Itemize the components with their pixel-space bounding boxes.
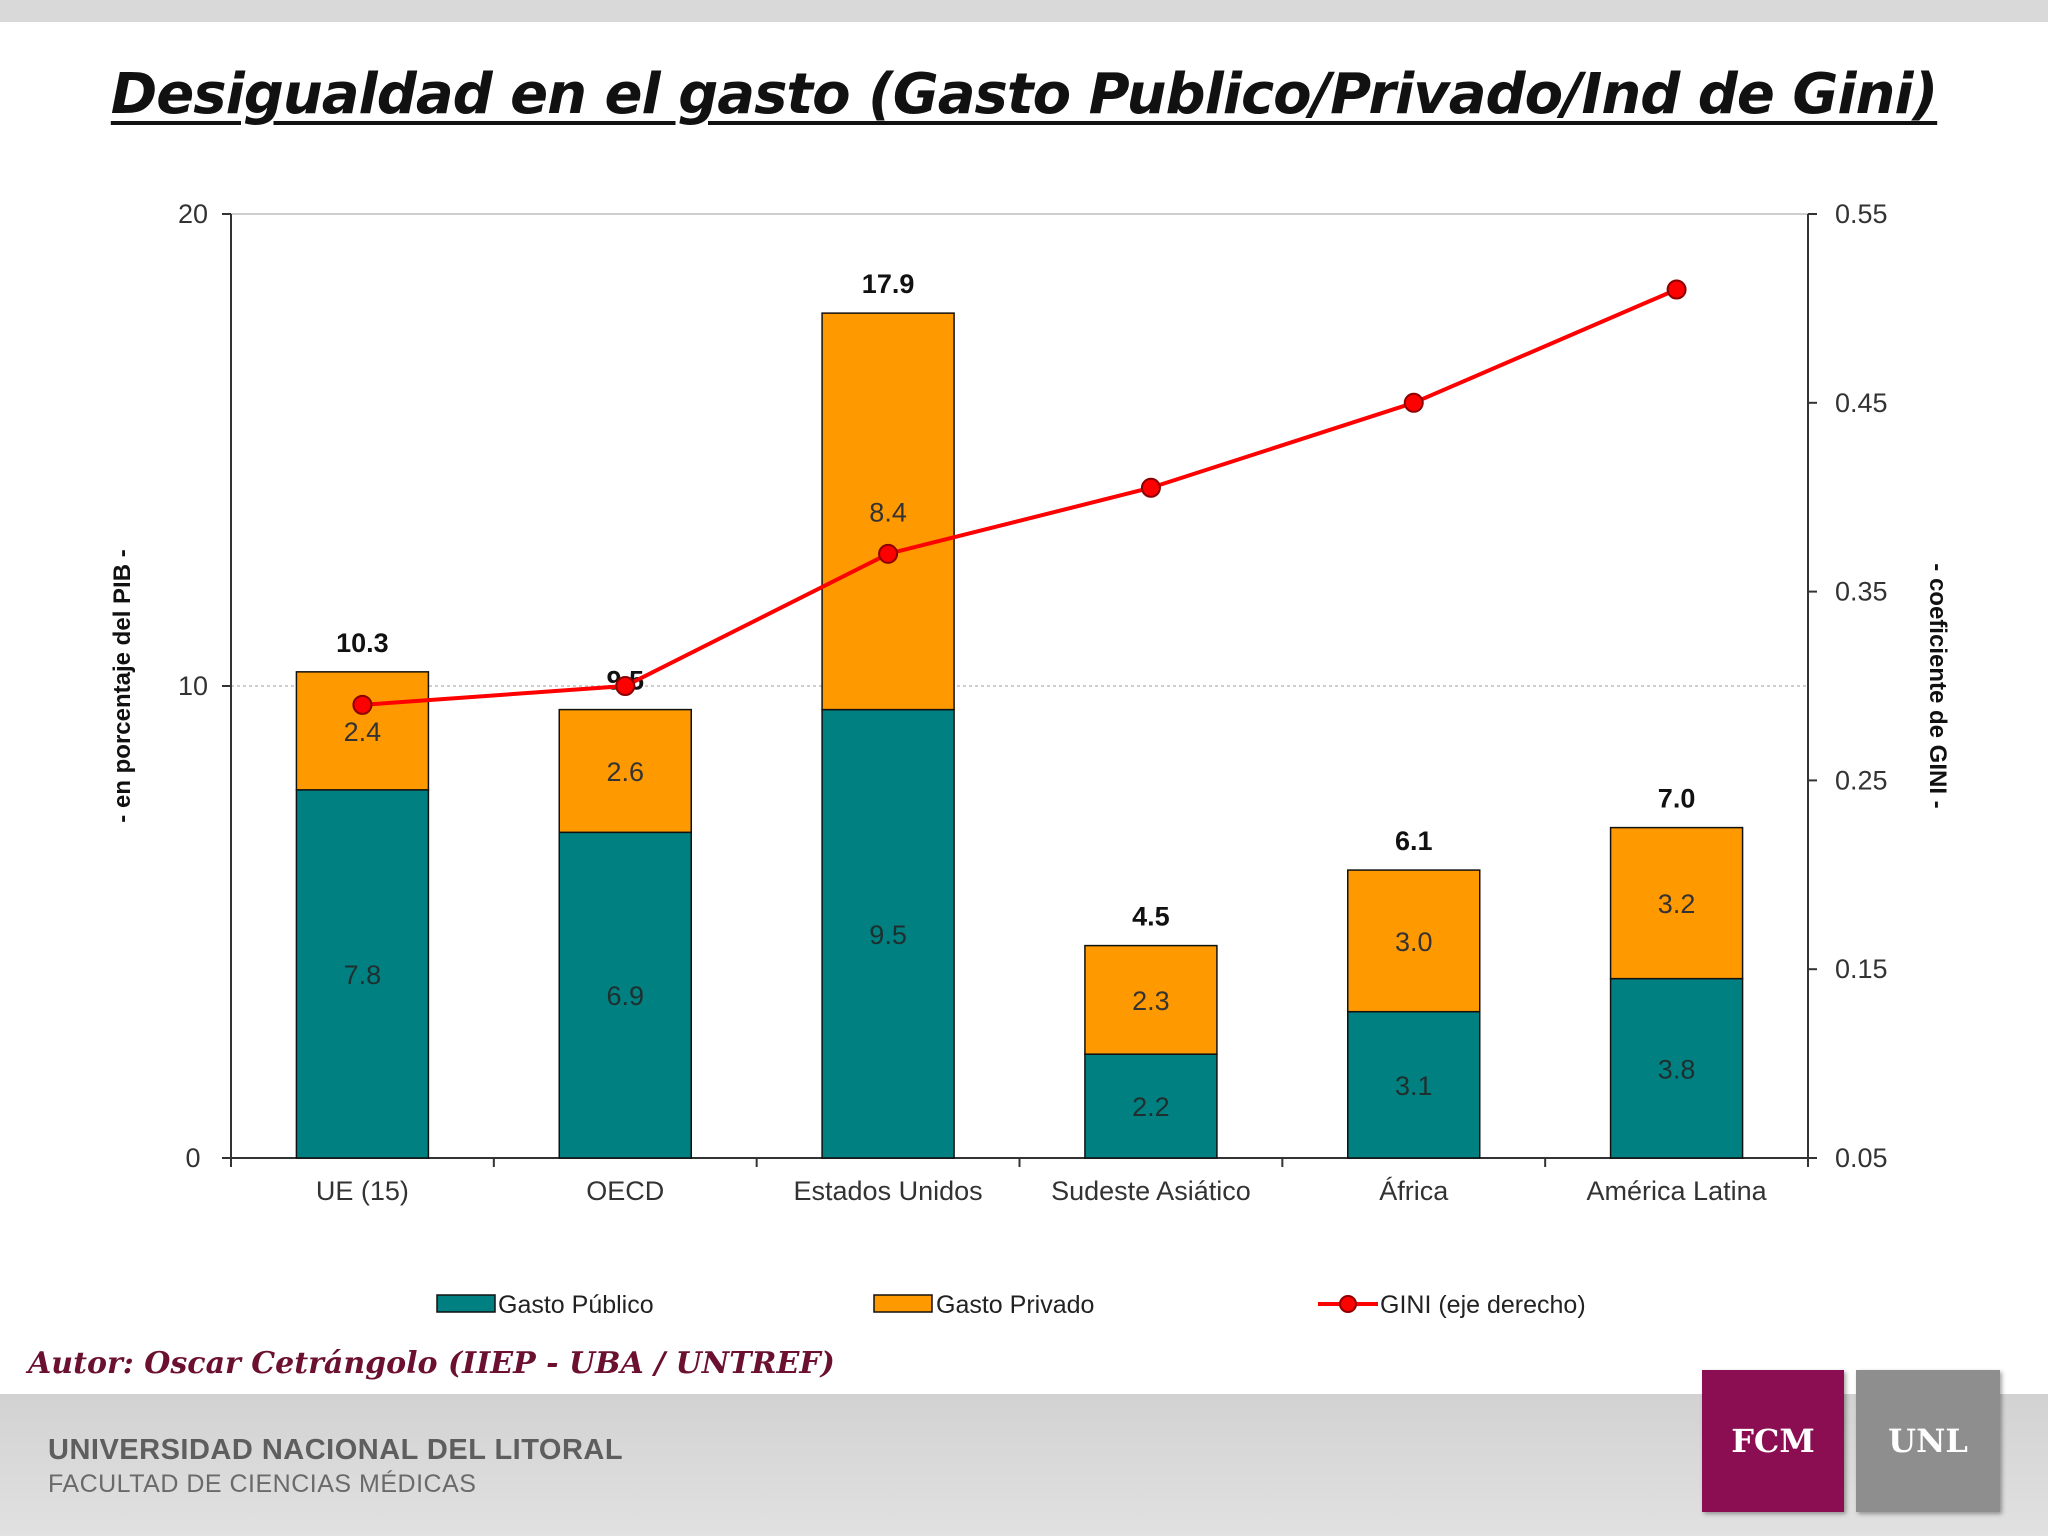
legend-marker-gini — [1339, 1295, 1357, 1313]
data-label-total: 6.1 — [1395, 826, 1433, 856]
data-label-privado: 2.3 — [1132, 986, 1170, 1016]
bar-gasto-publico — [1084, 1053, 1218, 1159]
bar-gasto-privado — [821, 312, 955, 711]
footer-faculty: FACULTAD DE CIENCIAS MÉDICAS — [48, 1470, 477, 1498]
data-label-privado: 3.0 — [1395, 927, 1433, 957]
data-label-total: 17.9 — [862, 269, 915, 299]
gini-point — [352, 694, 373, 715]
data-label-privado: 3.2 — [1658, 889, 1696, 919]
logo-unl: UNL — [1856, 1370, 2000, 1512]
x-tick-label: África — [1379, 1176, 1449, 1206]
bar-gasto-publico — [821, 708, 955, 1159]
gini-point — [1666, 279, 1687, 300]
legend-swatch-privado — [873, 1294, 933, 1313]
y2-tick-label: 0.05 — [1835, 1143, 1888, 1173]
logo-fcm: FCM — [1702, 1370, 1844, 1512]
top-bar — [0, 0, 2048, 22]
y2-tick-label: 0.15 — [1835, 954, 1888, 984]
gini-point — [1140, 477, 1161, 498]
data-label-publico: 2.2 — [1132, 1092, 1170, 1122]
gini-point — [1403, 392, 1424, 413]
gini-point — [878, 543, 899, 564]
x-tick-label: América Latina — [1587, 1176, 1768, 1206]
bar-gasto-publico — [1609, 977, 1744, 1159]
y2-axis-title: - coeficiente de GINI - — [1924, 563, 1951, 808]
bar-gasto-privado — [1347, 869, 1481, 1013]
y-tick-label: 20 — [178, 199, 208, 229]
gini-line — [362, 287, 1678, 707]
data-label-privado: 2.6 — [606, 757, 644, 787]
legend-label-gini: GINI (eje derecho) — [1380, 1291, 1586, 1319]
x-tick-label: OECD — [586, 1176, 664, 1206]
author-credit: Autor: Oscar Cetrángolo (IIEP - UBA / UN… — [28, 1346, 835, 1381]
bar-gasto-privado — [558, 708, 692, 834]
data-label-publico: 3.1 — [1395, 1071, 1433, 1101]
legend-label-publico: Gasto Público — [498, 1291, 654, 1319]
legend-label-privado: Gasto Privado — [936, 1291, 1094, 1319]
data-label-total: 10.3 — [336, 628, 389, 658]
data-label-publico: 9.5 — [869, 920, 907, 950]
data-label-publico: 3.8 — [1658, 1054, 1696, 1084]
legend-swatch-publico — [436, 1294, 496, 1313]
bar-gasto-privado — [1084, 944, 1218, 1055]
data-label-publico: 6.9 — [606, 981, 644, 1011]
data-label-total: 7.0 — [1658, 784, 1696, 814]
data-label-privado: 2.4 — [344, 717, 382, 747]
data-label-privado: 8.4 — [869, 497, 907, 527]
y-axis-title: - en porcentaje del PIB - — [109, 549, 136, 822]
bar-gasto-publico — [1347, 1010, 1481, 1159]
chart: 0 10 20 0.05 0.15 0.25 0.35 0.45 0.55 - en porcen… — [109, 199, 1951, 1319]
bar-gasto-privado — [295, 671, 430, 791]
data-label-publico: 7.8 — [344, 960, 382, 990]
x-tick-label: Estados Unidos — [794, 1176, 983, 1206]
x-tick-label: Sudeste Asiático — [1051, 1176, 1251, 1206]
y2-tick-label: 0.55 — [1835, 199, 1888, 229]
x-tick-label: UE (15) — [316, 1176, 409, 1206]
bar-gasto-privado — [1609, 826, 1744, 980]
y2-tick-label: 0.45 — [1835, 388, 1888, 418]
bar-gasto-publico — [295, 789, 430, 1159]
footer-university: UNIVERSIDAD NACIONAL DEL LITORAL — [48, 1434, 624, 1466]
gini-point — [615, 676, 636, 696]
y-tick-label: 10 — [178, 671, 208, 701]
y-tick-label: 0 — [185, 1143, 200, 1173]
y2-tick-label: 0.25 — [1835, 765, 1888, 795]
y2-tick-label: 0.35 — [1835, 577, 1888, 607]
data-label-total: 4.5 — [1132, 902, 1170, 932]
slide-title: Desigualdad en el gasto (Gasto Publico/P… — [110, 62, 1938, 127]
